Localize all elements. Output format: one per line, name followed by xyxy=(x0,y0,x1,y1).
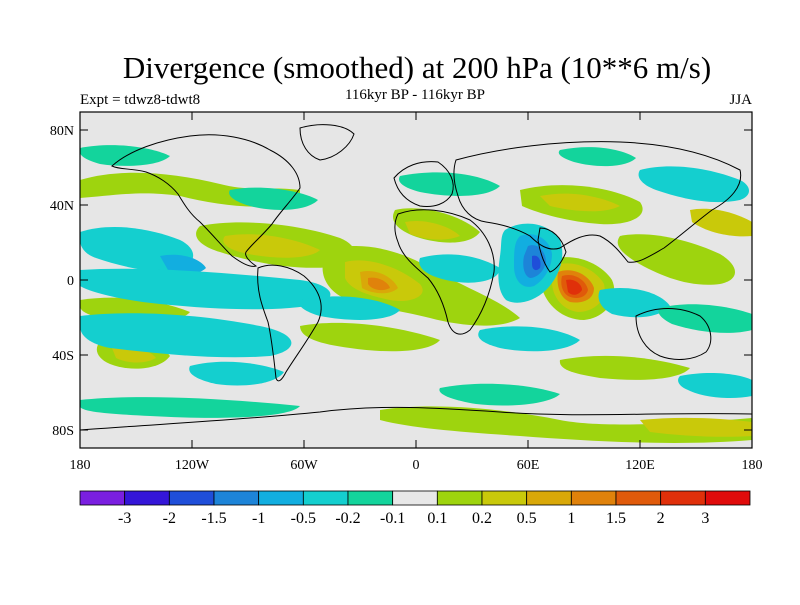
lon-label: 120E xyxy=(625,458,655,473)
positive-region xyxy=(405,220,460,240)
negative-region xyxy=(638,166,749,203)
negative-region xyxy=(439,383,560,406)
colorbar-label: -0.5 xyxy=(291,510,316,527)
colorbar-swatch xyxy=(124,490,170,506)
positive-region xyxy=(640,417,752,437)
colorbar-label: 2 xyxy=(657,510,665,527)
map-title: Divergence (smoothed) at 200 hPa (10**6 … xyxy=(122,50,712,85)
positive-region xyxy=(223,234,320,258)
colorbar-label: 1.5 xyxy=(606,510,626,527)
positive-region xyxy=(368,277,390,291)
coastlines xyxy=(80,124,752,431)
colorbar-swatch xyxy=(570,490,617,506)
positive-region xyxy=(300,322,440,352)
positive-region xyxy=(540,193,620,212)
lon-label: 180 xyxy=(742,458,763,473)
colorbar-swatch xyxy=(615,490,662,506)
colorbar-label: -0.1 xyxy=(380,510,405,527)
colorbar-swatch xyxy=(704,490,751,506)
lat-label: 80N xyxy=(50,124,74,139)
negative-region xyxy=(658,304,752,333)
lon-label: 180 xyxy=(70,458,91,473)
coastline-australia xyxy=(635,308,712,360)
coastline-greenland xyxy=(299,124,355,161)
longitude-axis xyxy=(79,112,753,448)
colorbar-swatch xyxy=(481,490,528,506)
colorbar-swatch xyxy=(213,490,260,506)
coastline-antarctica xyxy=(80,406,752,431)
lat-label: 40N xyxy=(50,199,74,214)
negative-region xyxy=(532,255,541,271)
colorbar-label: -3 xyxy=(118,510,131,527)
colorbar xyxy=(79,490,751,506)
latitude-labels: 80N 40N 0 40S 80S xyxy=(50,124,74,439)
coastline-south-america xyxy=(257,264,322,382)
lat-label: 80S xyxy=(52,424,74,439)
lon-label: 120W xyxy=(175,458,210,473)
colorbar-swatch xyxy=(526,490,572,506)
lat-label: 40S xyxy=(52,349,74,364)
colorbar-label: -0.2 xyxy=(335,510,360,527)
negative-region xyxy=(80,268,331,310)
coastline-india xyxy=(537,227,567,273)
negative-region xyxy=(678,373,752,398)
colorbar-label: 0.2 xyxy=(472,510,492,527)
positive-region xyxy=(559,355,690,380)
colorbar-swatch xyxy=(660,490,706,506)
colorbar-swatch xyxy=(79,490,126,506)
colorbar-label: 0.1 xyxy=(427,510,447,527)
positive-region xyxy=(617,234,735,285)
negative-region xyxy=(80,313,292,358)
coastline-north-america xyxy=(111,134,301,267)
colorbar-label: -2 xyxy=(163,510,176,527)
experiment-label: Expt = tdwz8-tdwt8 xyxy=(80,92,201,108)
colorbar-swatch xyxy=(392,490,438,506)
colorbar-swatch xyxy=(347,490,394,506)
period-label: 116kyr BP - 116kyr BP xyxy=(344,87,485,103)
negative-region xyxy=(558,147,636,167)
latitude-axis xyxy=(80,129,752,431)
coastline-africa xyxy=(394,209,495,335)
negative-region xyxy=(398,172,500,196)
season-label: JJA xyxy=(729,92,752,108)
negative-region xyxy=(299,296,400,320)
colorbar-swatch xyxy=(168,490,215,506)
negative-region xyxy=(478,326,580,352)
negative-region xyxy=(189,361,284,386)
negative-region xyxy=(80,397,300,418)
lon-label: 60W xyxy=(290,458,318,473)
coastline-asia xyxy=(453,141,742,263)
colorbar-label: 0.5 xyxy=(517,510,537,527)
negative-region xyxy=(80,145,170,166)
lon-label: 0 xyxy=(413,458,420,473)
coastline-europe xyxy=(393,161,454,207)
lat-label: 0 xyxy=(67,274,74,289)
colorbar-labels: -3 -2 -1.5 -1 -0.5 -0.2 -0.1 0.1 0.2 0.5 1 1.5 2 3 xyxy=(118,510,709,527)
colorbar-label: -1.5 xyxy=(201,510,226,527)
colorbar-swatch xyxy=(436,490,483,506)
positive-region xyxy=(380,406,752,443)
colorbar-label: -1 xyxy=(252,510,265,527)
colorbar-label: 1 xyxy=(567,510,575,527)
lon-label: 60E xyxy=(517,458,540,473)
positive-region xyxy=(566,279,582,295)
negative-region xyxy=(160,254,206,275)
divergence-fields xyxy=(80,124,752,443)
colorbar-label: 3 xyxy=(701,510,709,527)
colorbar-swatch xyxy=(302,490,349,506)
positive-region xyxy=(690,208,752,237)
colorbar-swatch xyxy=(258,490,304,506)
negative-region xyxy=(419,254,500,283)
longitude-labels: 180 120W 60W 0 60E 120E 180 xyxy=(70,458,763,473)
